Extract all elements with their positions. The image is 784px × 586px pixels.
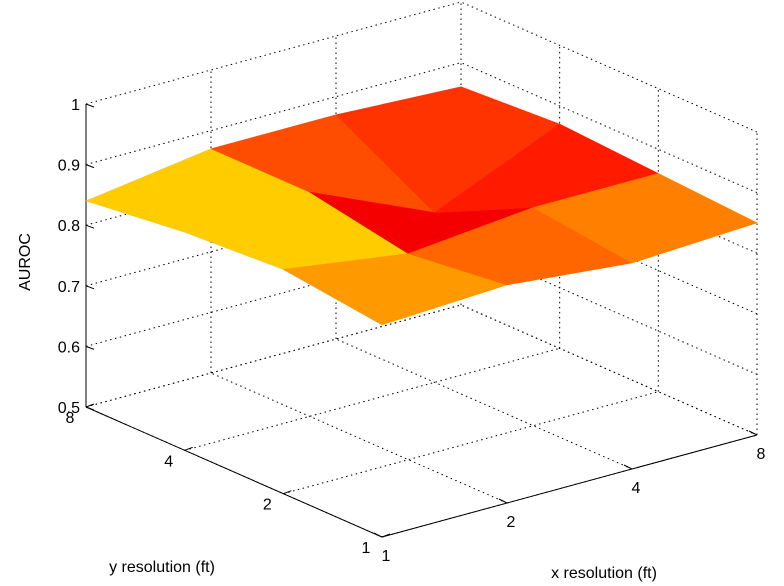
back-wall-grid-line xyxy=(85,304,462,408)
z-tick-mark xyxy=(85,164,95,169)
floor-grid-line xyxy=(335,338,633,470)
x-axis-line xyxy=(381,434,758,538)
x-axis-label: x resolution (ft) xyxy=(551,565,657,582)
z-tick-mark xyxy=(85,345,95,350)
y-tick-mark xyxy=(85,403,95,408)
floor-grid-line xyxy=(210,372,508,504)
x-tick-label: 2 xyxy=(507,514,516,531)
axes-layer xyxy=(85,104,758,538)
z-tick-mark xyxy=(85,406,95,411)
x-tick-label: 8 xyxy=(757,446,766,463)
y-tick-label: 4 xyxy=(164,453,173,470)
side-wall-grid-line xyxy=(460,304,758,436)
x-tick-mark xyxy=(373,532,383,538)
z-tick-label: 0.9 xyxy=(58,158,80,175)
floor-grid-line xyxy=(283,391,659,495)
y-axis-label: y resolution (ft) xyxy=(109,559,215,576)
z-tick-label: 1 xyxy=(71,97,80,114)
x-tick-label: 4 xyxy=(632,480,641,497)
z-tick-mark xyxy=(85,285,95,290)
surface-patch xyxy=(533,173,758,264)
x-tick-label: 1 xyxy=(382,548,391,565)
back-wall-grid-line xyxy=(85,1,462,105)
surface-layer xyxy=(85,86,758,326)
y-tick-mark xyxy=(283,490,292,495)
z-axis-label: AUROC xyxy=(17,233,34,291)
z-tick-label: 0.6 xyxy=(58,339,80,356)
floor-grid-line xyxy=(184,347,560,451)
z-tick-label: 0.5 xyxy=(58,400,80,417)
y-tick-label: 2 xyxy=(263,497,272,514)
y-axis-line xyxy=(85,406,383,538)
x-tick-mark xyxy=(623,464,633,470)
z-tick-mark xyxy=(85,103,95,108)
x-tick-mark xyxy=(748,430,758,436)
y-tick-label: 1 xyxy=(362,540,371,557)
y-tick-mark xyxy=(184,446,193,451)
z-tick-label: 0.8 xyxy=(58,218,80,235)
z-tick-label: 0.7 xyxy=(58,279,80,296)
y-tick-label: 8 xyxy=(66,410,75,427)
y-tick-mark xyxy=(381,533,391,538)
x-tick-mark xyxy=(498,498,508,504)
z-tick-mark xyxy=(85,224,95,229)
